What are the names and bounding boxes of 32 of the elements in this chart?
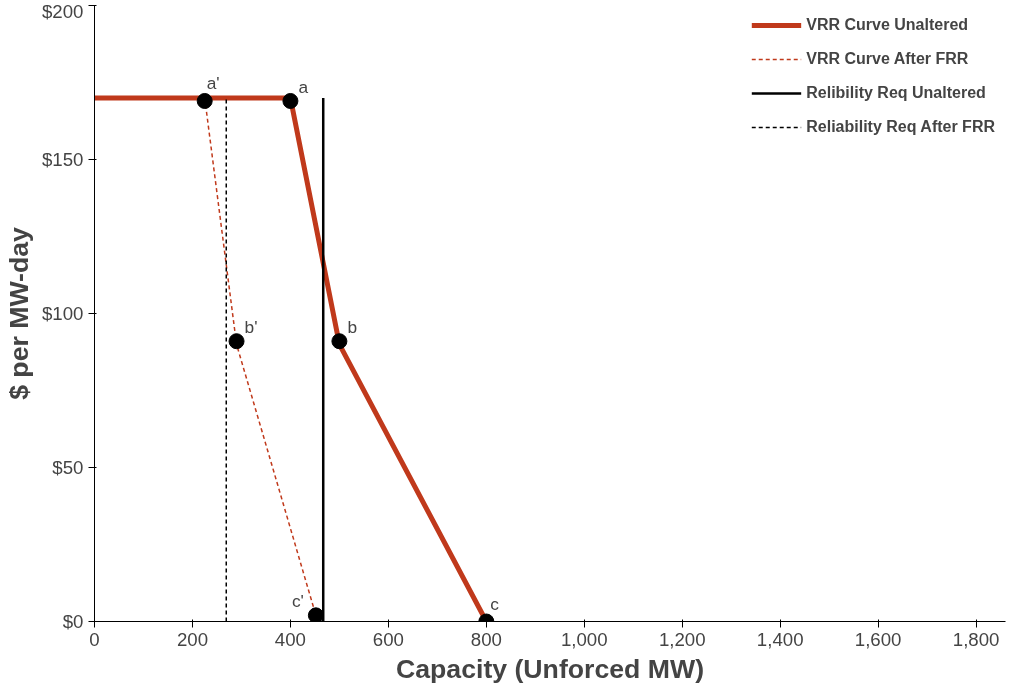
y-tick-label: $100 [42,303,84,324]
x-tick-label: 1,400 [756,628,804,650]
y-tick-label: $150 [42,149,84,170]
annotation: c [490,593,500,614]
annotation: c' [291,591,304,612]
x-tick-label: 200 [176,628,209,650]
x-tick-label: 0 [89,628,100,650]
x-tick-label: 1,600 [854,628,902,650]
point [307,607,324,622]
point [196,92,213,109]
legend-label: VRR Curve After FRR [806,50,969,68]
x-tick-label: 1,000 [560,628,608,650]
y-tick-label: $200 [42,0,84,22]
y-axis-title: $ per MW-day [4,226,34,400]
x-tick-label: 1,800 [952,628,1000,650]
x-tick-label: 400 [274,628,306,650]
legend-label: VRR Curve Unaltered [806,16,969,34]
annotation: b' [244,317,258,338]
point [282,92,299,109]
annotation: a [298,76,309,97]
x-axis-title: Capacity (Unforced MW) [395,653,705,684]
y-tick-label: $50 [52,457,84,478]
x-tick-label: 800 [470,628,502,650]
x-tick-label: 600 [372,628,404,650]
annotation: b [347,317,358,338]
legend-label: Reliability Req After FRR [806,118,995,136]
annotation: a' [206,72,220,93]
legend-label: Relibility Req Unaltered [806,84,986,102]
point [228,333,245,350]
y-tick-label: $0 [62,611,84,632]
point [331,333,348,350]
x-tick-label: 1,200 [658,628,706,650]
